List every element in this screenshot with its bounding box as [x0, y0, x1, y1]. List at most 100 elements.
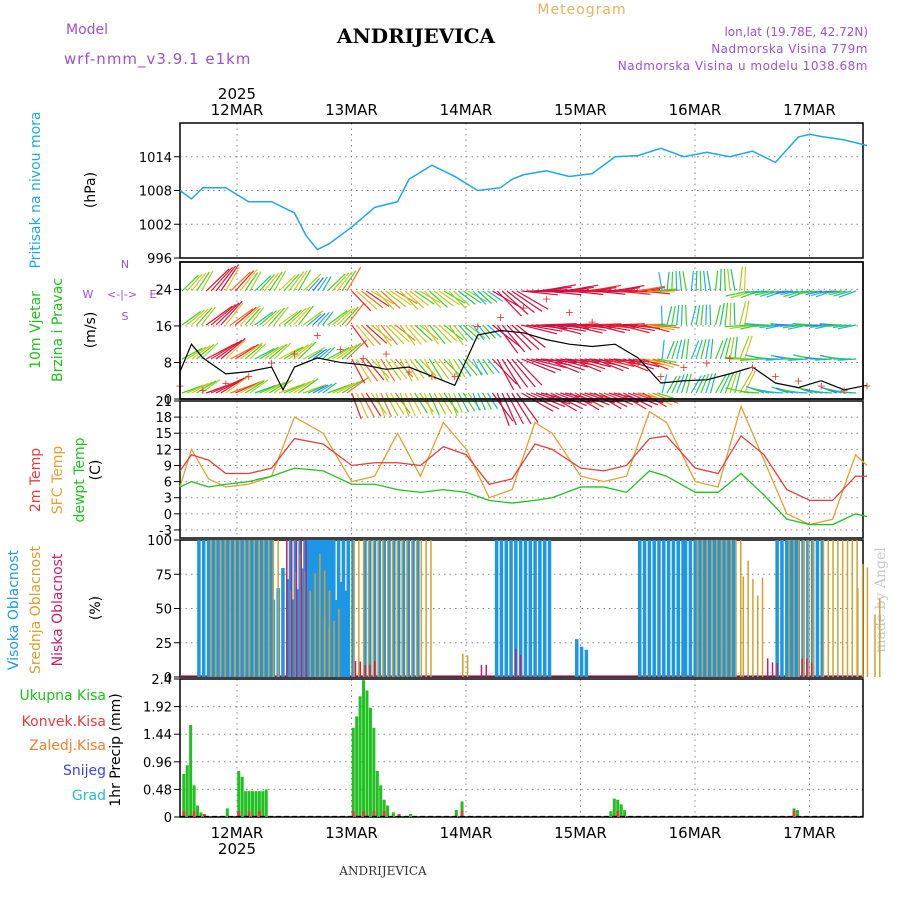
wind-arrow [288, 307, 307, 326]
wind-arrow [569, 324, 603, 334]
wind-arrow [472, 324, 485, 341]
wind-arrow [511, 392, 532, 425]
wind-arrow [191, 308, 209, 326]
tick-label: 50 [155, 603, 172, 618]
precip-bar [372, 727, 376, 817]
wind-arrow [201, 378, 221, 394]
wind-arrow [714, 305, 721, 326]
cloud-bar [822, 540, 825, 677]
cloud-bar [528, 540, 533, 677]
wind-arrow [428, 324, 446, 345]
precip-bar [261, 791, 265, 817]
wind-ylabel-1: 10m Vjetar [28, 291, 44, 369]
wind-arrow [709, 304, 712, 326]
cloud-bar [410, 540, 413, 677]
gust-mark: + [198, 384, 207, 397]
cloud-bar [771, 662, 774, 677]
wind-arrow [448, 324, 464, 346]
wind-arrow [419, 392, 435, 413]
precip-conv-bar [351, 811, 355, 817]
wind-arrow [361, 290, 384, 309]
model-name: wrf-nmm_v3.9.1 e1km [64, 50, 251, 69]
cloud-bar [499, 540, 504, 677]
wind-arrow [249, 307, 265, 326]
wind-arrow [181, 384, 204, 394]
wind-arrow [792, 290, 813, 293]
gust-mark: + [542, 293, 551, 306]
wind-arrow [312, 348, 328, 360]
tick-label: 1008 [139, 185, 172, 200]
cloud-bar [362, 540, 365, 677]
cloud-bar [367, 540, 370, 677]
cloud-bar [518, 540, 523, 677]
wind-arrow [666, 376, 678, 394]
wind-arrow [263, 272, 280, 292]
gust-mark: + [496, 311, 505, 324]
precip-bar [196, 805, 200, 817]
wind-arrow [482, 358, 495, 375]
gust-mark: + [313, 329, 322, 342]
wind-arrow [516, 358, 543, 386]
cloud-bar [339, 581, 343, 677]
cloud-bar [841, 540, 844, 677]
wind-arrow [438, 358, 456, 379]
wind-arrow [322, 346, 336, 360]
wind-arrow [805, 290, 823, 296]
wind-arrow [259, 274, 275, 292]
cloud-bar [238, 540, 241, 677]
wind-arrow [210, 303, 236, 326]
wind-arrow [327, 346, 350, 360]
wind-arrow [477, 358, 489, 376]
precip-bar [460, 801, 464, 817]
wind-arrow [690, 271, 694, 292]
gust-mark: + [359, 352, 368, 365]
pressure-unit: (hPa) [83, 172, 99, 208]
compass-letter: S [122, 310, 129, 323]
precip-conv-bar [237, 811, 241, 817]
wind-arrow [775, 290, 794, 295]
wind-arrow [438, 290, 460, 306]
wind-arrow [496, 358, 515, 391]
tick-label: 25 [155, 637, 172, 652]
wind-arrow [787, 391, 808, 394]
wind-arrow [652, 358, 680, 367]
cloud-bar [368, 540, 372, 677]
cloud-bar [318, 608, 321, 677]
wind-arrow [675, 270, 678, 292]
cloud-bar [219, 540, 222, 677]
wind-arrow [623, 358, 654, 370]
wind-arrow [254, 275, 272, 292]
cloud-bar [226, 540, 230, 677]
wind-arrow [589, 284, 622, 292]
wind-arrow [244, 308, 261, 326]
wind-arrow [623, 324, 655, 332]
wind-arrow [365, 392, 382, 417]
tick-label: 24 [155, 283, 172, 298]
wind-arrow [215, 265, 237, 292]
gust-mark: + [588, 315, 597, 328]
cloud-bar [780, 540, 784, 677]
precip-bar [244, 791, 248, 817]
cloud-bar [820, 540, 825, 677]
wind-arrow [506, 290, 535, 314]
precip-conv-bar [397, 814, 401, 817]
dew-ylabel: dewpt Temp [72, 437, 88, 522]
wind-arrow [700, 373, 710, 394]
gust-mark: + [244, 370, 253, 383]
cloud-bar [396, 540, 399, 677]
precip-bar [368, 707, 372, 817]
date-label-top: 16MAR [669, 101, 722, 119]
wind-arrow [360, 392, 375, 418]
wind-arrow [676, 339, 683, 360]
wind-arrow [729, 336, 735, 360]
precip-conv-bar [247, 811, 251, 817]
wind-arrow [724, 337, 732, 360]
cloud-bar [542, 540, 547, 677]
precip-conv-bar [362, 811, 366, 817]
cloud-bar [310, 540, 315, 677]
wind-arrow [661, 374, 668, 394]
wind-arrow [714, 270, 719, 292]
precip-legend-item: Zaledj.Kisa [29, 738, 106, 754]
wind-arrow [385, 358, 402, 381]
